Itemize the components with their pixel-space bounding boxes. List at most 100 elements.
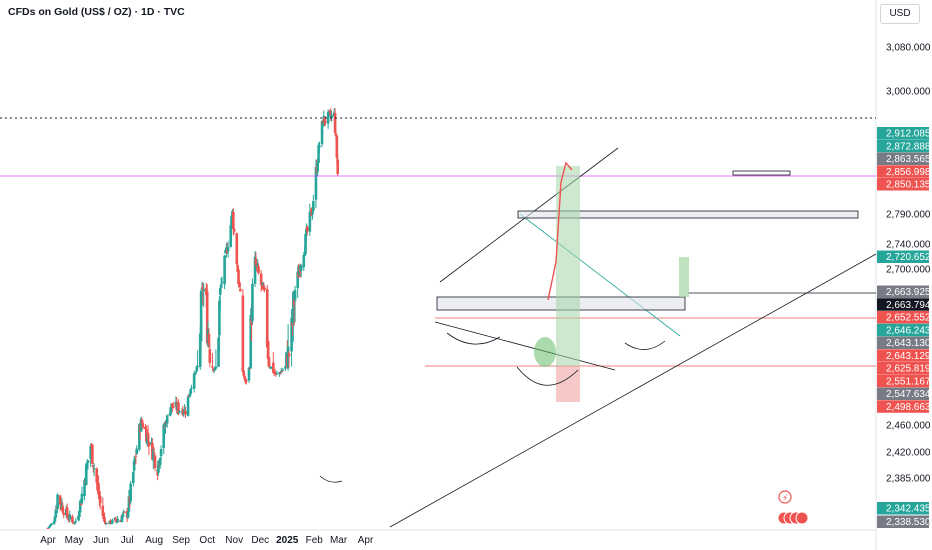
- price-tag: [877, 165, 929, 178]
- candle-body: [212, 370, 216, 372]
- candle-body: [235, 233, 239, 265]
- candle-body: [102, 516, 105, 518]
- price-tag: [877, 250, 929, 263]
- us-flag-event-icon[interactable]: [795, 511, 809, 525]
- price-tag-label: 2,663.794: [886, 300, 931, 311]
- candle-body: [269, 366, 273, 369]
- candle-body: [110, 523, 113, 525]
- candle-body: [49, 524, 52, 527]
- candle-body: [317, 145, 320, 163]
- candle-body: [58, 495, 62, 505]
- candle-body: [335, 135, 339, 158]
- time-axis-label: Jul: [121, 535, 134, 546]
- currency-button[interactable]: USD: [880, 4, 920, 24]
- left-shoulder-arc: [446, 332, 501, 345]
- candle-body: [304, 233, 307, 255]
- candle-body: [171, 406, 175, 408]
- price-tag-label: 2,720.652: [886, 252, 931, 263]
- price-tag-label: 2,663.925: [886, 287, 931, 298]
- candle-body: [273, 371, 277, 375]
- price-axis-label: 3,080.000: [886, 43, 931, 54]
- candle-body: [54, 509, 58, 518]
- candle-body: [141, 423, 145, 428]
- candle-body: [147, 442, 151, 447]
- candle-body: [211, 366, 214, 368]
- candle-body: [208, 349, 212, 363]
- candle-body: [121, 513, 125, 517]
- price-tag: [877, 502, 929, 515]
- candle-body: [286, 346, 290, 369]
- candle-body: [91, 465, 95, 468]
- candle-body: [262, 285, 266, 290]
- price-axis-label: 2,740.000: [886, 240, 931, 251]
- candle-body: [162, 424, 166, 449]
- candle-body: [280, 370, 284, 372]
- candle-body: [97, 482, 100, 495]
- candle-body: [144, 426, 147, 430]
- long-trend-line: [389, 253, 877, 528]
- candle-body: [53, 517, 57, 522]
- candle-body: [120, 516, 124, 523]
- flash-event-icon[interactable]: [778, 490, 792, 504]
- candle-body: [126, 511, 130, 518]
- candle-body: [238, 288, 242, 292]
- candle-body: [236, 265, 239, 272]
- candle-body: [152, 452, 156, 455]
- price-tag: [877, 323, 929, 337]
- candle-body: [123, 511, 126, 513]
- price-axis-label: 2,700.000: [886, 265, 931, 276]
- candle-body: [80, 493, 84, 504]
- candle-body: [263, 287, 266, 290]
- candle-body: [299, 269, 302, 273]
- candle-body: [254, 258, 258, 265]
- bolt-icon: ⚡: [782, 493, 788, 503]
- candle-body: [299, 265, 303, 271]
- candle-body: [164, 421, 167, 427]
- candle-body: [323, 117, 326, 123]
- candle-body: [103, 517, 106, 522]
- candle-body: [198, 333, 202, 367]
- candle-body: [229, 225, 232, 247]
- candle-body: [109, 520, 112, 524]
- candle-body: [245, 380, 248, 382]
- price-tag-label: 2,625.819: [886, 364, 931, 375]
- candle-body: [193, 373, 197, 375]
- time-axis-label: Feb: [306, 535, 324, 546]
- candle-body: [272, 362, 275, 374]
- candle-body: [188, 393, 192, 397]
- candle-body: [324, 120, 327, 123]
- price-tag-label: 2,646.243: [886, 325, 931, 336]
- candle-body: [205, 288, 208, 295]
- candle-body: [224, 249, 227, 254]
- time-axis-label: Apr: [40, 535, 56, 546]
- candle-body: [115, 522, 119, 524]
- candle-body: [71, 516, 74, 523]
- candle-body: [78, 500, 82, 513]
- candle-body: [290, 317, 293, 352]
- resistance-zone-box: [517, 210, 859, 219]
- candle-body: [177, 402, 180, 413]
- candle-body: [223, 255, 226, 285]
- small-profit-zone: [679, 257, 689, 297]
- candle-body: [212, 368, 215, 371]
- candle-body: [267, 357, 271, 367]
- candle-body: [86, 460, 90, 464]
- candle-body: [190, 387, 193, 389]
- candle-body: [226, 247, 230, 252]
- candle-body: [104, 523, 108, 525]
- candle-body: [111, 520, 114, 524]
- candle-body: [181, 409, 185, 416]
- candle-body: [77, 515, 80, 520]
- candle-body: [65, 507, 69, 517]
- price-tag: [877, 127, 929, 140]
- candle-body: [284, 366, 287, 369]
- price-tag-label: 2,342.435: [886, 504, 931, 515]
- candle-body: [308, 211, 312, 232]
- right-shoulder-arc: [624, 340, 666, 350]
- candle-body: [314, 167, 318, 200]
- candle-body: [192, 373, 196, 389]
- candle-body: [84, 464, 88, 486]
- price-tag-label: 2,872.888: [886, 141, 931, 152]
